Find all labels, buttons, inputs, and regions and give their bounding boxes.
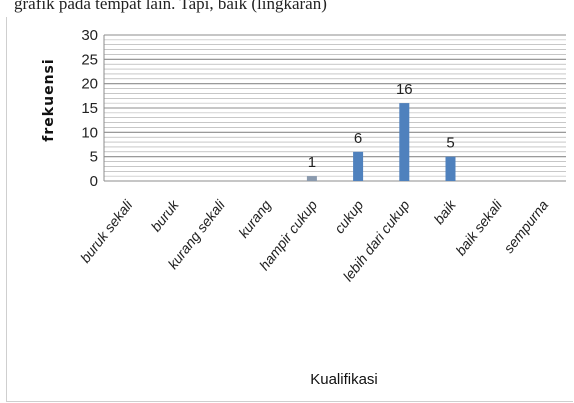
x-axis-label: Kualifikasi [310, 371, 378, 388]
y-tick-label: 0 [90, 173, 98, 190]
page-caption: grafik pada tempat lain. Tapi, baik (lin… [14, 0, 327, 13]
category-label: cukup [331, 197, 367, 236]
data-label: 16 [396, 81, 413, 98]
y-axis-ticks: 0 5 10 15 20 25 30 [81, 27, 98, 190]
y-tick-label: 5 [90, 149, 98, 166]
category-label: buruk [147, 196, 182, 234]
bar [445, 156, 456, 181]
category-label: kurang [235, 197, 274, 241]
y-tick-label: 10 [81, 124, 98, 141]
bar [306, 176, 317, 181]
y-axis-label: frekuensi [41, 58, 57, 141]
bar [399, 103, 410, 181]
y-tick-label: 30 [81, 27, 98, 44]
category-label: buruk sekali [77, 196, 136, 265]
y-tick-label: 25 [81, 51, 98, 68]
category-label: baik sekali [452, 196, 505, 258]
category-label: sempurna [500, 197, 551, 256]
gridlines [103, 34, 566, 182]
category-label: baik [430, 196, 459, 227]
y-tick-label: 15 [81, 100, 98, 117]
chart-frame [6, 17, 573, 402]
bars [306, 103, 456, 181]
data-label: 1 [308, 154, 316, 171]
data-label: 6 [354, 130, 362, 147]
y-tick-label: 20 [81, 76, 98, 93]
bar [353, 151, 364, 181]
data-label: 5 [446, 135, 454, 152]
